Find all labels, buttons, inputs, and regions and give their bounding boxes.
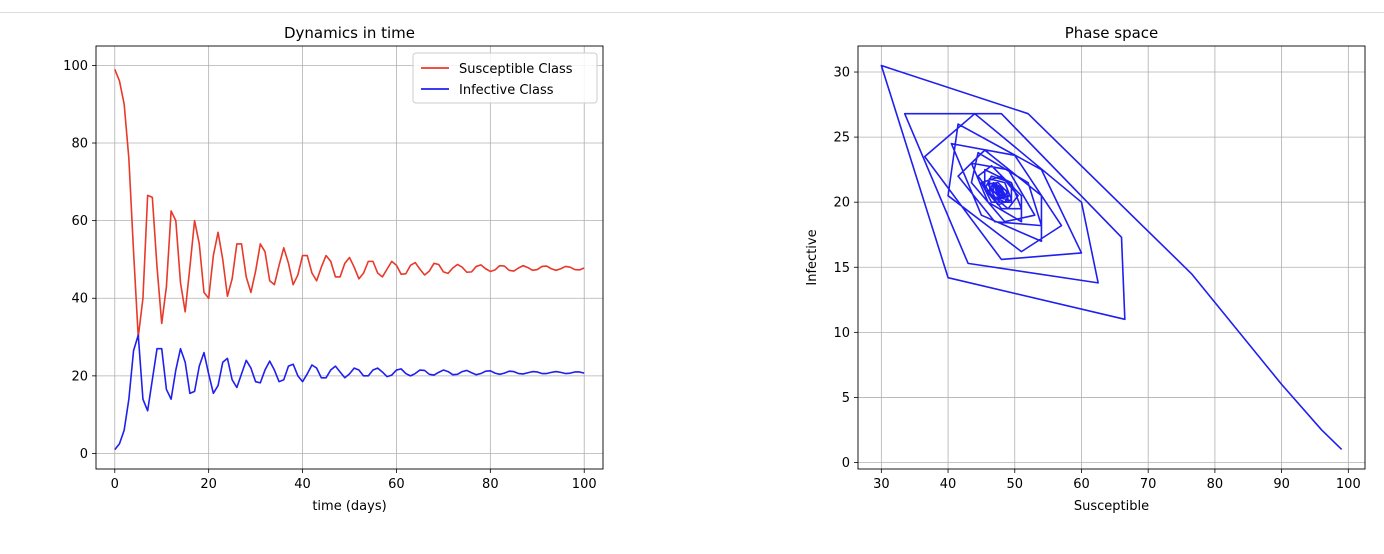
dynamics-axes-frame xyxy=(95,45,604,470)
dynamics-ytick-label: 100 xyxy=(63,59,88,74)
phase-xtick-label: 60 xyxy=(1073,477,1090,492)
phase-xtick-label: 90 xyxy=(1273,477,1290,492)
output-cell-top-border xyxy=(0,0,1384,13)
phase-ytick-label: 10 xyxy=(833,326,850,341)
phase-x-axis-label: Susceptible xyxy=(1074,499,1149,514)
phase-xtick-label: 50 xyxy=(1006,477,1023,492)
phase-ytick-label: 30 xyxy=(833,66,850,81)
phase-ytick-label: 20 xyxy=(833,196,850,211)
dynamics-chart: 0 20 40 60 80 100 0 20 40 60 80 100 Dynamics in time… xyxy=(63,24,604,514)
dynamics-legend-entry: Susceptible Class xyxy=(459,62,573,77)
phase-ytick-label: 25 xyxy=(833,131,850,146)
phase-ytick-label: 0 xyxy=(842,456,850,471)
phase-xtick-label: 70 xyxy=(1140,477,1157,492)
dynamics-xtick-label: 20 xyxy=(200,477,217,492)
dynamics-ytick-label: 0 xyxy=(80,447,88,462)
dynamics-x-axis-label: time (days) xyxy=(312,499,386,514)
dynamics-xtick-label: 80 xyxy=(482,477,499,492)
phase-xtick-label: 100 xyxy=(1336,477,1361,492)
dynamics-xtick-label: 0 xyxy=(111,477,119,492)
phase-ytick-label: 15 xyxy=(833,261,850,276)
phase-series-trajectory-line xyxy=(880,64,1343,451)
phase-xtick-label: 30 xyxy=(873,477,890,492)
dynamics-ytick-label: 60 xyxy=(71,214,88,229)
dynamics-series-infective-class-line xyxy=(114,334,585,451)
dynamics-series-susceptible-class-line xyxy=(114,68,585,338)
phase-xtick-label: 80 xyxy=(1207,477,1224,492)
phase-chart-title: Phase space xyxy=(1065,24,1159,42)
dynamics-xtick-label: 40 xyxy=(294,477,311,492)
phase-ytick-label: 5 xyxy=(842,391,850,406)
dynamics-xtick-label: 60 xyxy=(388,477,405,492)
dynamics-ytick-label: 40 xyxy=(71,292,88,307)
dynamics-ytick-label: 20 xyxy=(71,369,88,384)
dynamics-ytick-label: 80 xyxy=(71,137,88,152)
phase-y-axis-label: Infective xyxy=(805,229,820,285)
dynamics-legend: Susceptible Class Infective Class xyxy=(412,52,598,104)
phase-axes-frame xyxy=(857,45,1366,470)
dynamics-chart-title: Dynamics in time xyxy=(284,24,415,42)
dynamics-xtick-label: 100 xyxy=(572,477,597,492)
dynamics-legend-entry: Infective Class xyxy=(459,83,554,98)
dynamics-legend-box xyxy=(412,52,598,104)
phase-xtick-label: 40 xyxy=(940,477,957,492)
phase-chart: 30 40 50 60 70 80 90 100 0 5 10 15 20 25 30 Phase space… xyxy=(805,24,1366,514)
